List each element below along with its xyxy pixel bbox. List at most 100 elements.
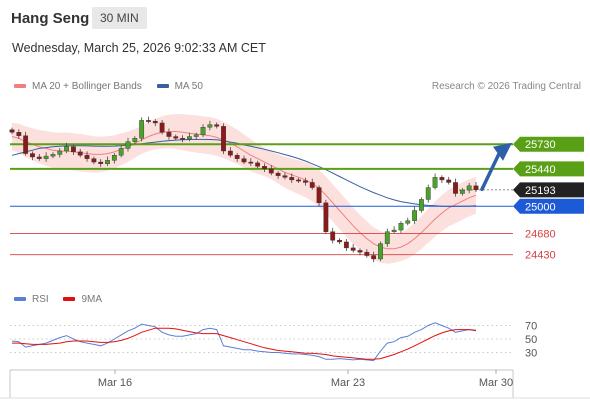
candle [132,136,138,144]
candle-body [432,177,438,188]
candle [446,176,452,185]
candle [350,244,356,253]
legend-label-ma20: MA 20 + Bollinger Bands [32,81,142,92]
timeframe-badge[interactable]: 30 MIN [92,7,147,29]
candle-body [241,158,247,163]
candle-body [412,210,417,221]
price-tag-24680: 24680 [525,228,556,240]
candle-body [166,132,172,137]
candle-body [378,243,383,260]
candle [323,199,329,234]
candle-body [323,202,329,232]
candle [146,116,151,124]
candle-body [9,129,15,133]
candle [221,123,226,155]
candle-body [214,124,220,127]
candle-body [446,179,452,183]
candle-body [132,138,138,142]
candle [23,131,29,156]
candle [91,156,97,165]
candle-body [193,134,199,137]
price-tag-bg [513,136,584,152]
legend-swatch-rsi [14,297,26,302]
candle-body [296,179,301,182]
candle-body [152,121,158,124]
candle-body [309,182,315,188]
candle-body [200,126,206,136]
candle [193,132,199,140]
price-tag-25193: 25193 [513,182,584,198]
candle [234,153,240,162]
candle [43,152,49,162]
legend-swatch-ma50 [156,84,169,89]
candle-body [384,231,390,244]
candle [282,172,288,180]
main-legend: MA 20 + Bollinger Bands MA 50 [14,81,203,92]
candle-body [227,150,233,156]
candle [330,227,336,244]
candle [453,178,458,197]
candle [200,124,206,137]
x-tick-label: Mar 23 [331,377,365,389]
candle [343,238,349,252]
candle [173,134,179,141]
candle-body [30,153,35,158]
credit-text: Research © 2026 Trading Central [431,81,581,92]
rsi-line [11,322,477,362]
candle [118,145,124,158]
rsi-legend: RSI 9MA [14,294,102,305]
price-tag-label: 24430 [525,250,556,262]
legend-swatch-9ma [63,297,76,302]
price-tag-label: 25193 [525,185,556,197]
candle [466,182,472,194]
legend-item-ma20: MA 20 + Bollinger Bands [14,81,142,92]
candle-body [405,220,411,224]
candle [111,153,117,164]
candle [152,119,158,127]
candle-body [207,124,213,128]
candle [255,160,261,169]
candle-body [303,180,308,183]
candle-body [316,187,322,204]
candle-body [364,251,370,256]
price-tag-25000: 25000 [513,198,584,214]
candle-body [139,120,145,139]
candle-body [330,231,336,241]
candle-body [84,155,90,159]
candle [303,177,308,186]
legend-label-rsi: RSI [32,294,49,305]
candle [439,175,445,184]
rsi-tick-label: 50 [525,334,537,346]
legend-label-9ma: 9MA [81,294,103,305]
candle [227,147,233,158]
price-tag-label: 24680 [525,228,556,240]
price-tag-label: 25000 [525,201,556,213]
candle-body [398,223,404,231]
bollinger-band [12,114,476,264]
price-tag-label: 25440 [525,164,556,176]
chart-header: Hang Seng 30 MIN [0,0,590,36]
candle [16,129,22,139]
candle-body [221,126,226,152]
candle-body [343,241,349,249]
candle-body [255,162,261,167]
candle [268,165,274,176]
candle-body [419,199,424,211]
price-tag-25730: 25730 [513,136,584,152]
candle [159,119,165,135]
candle [57,148,63,158]
candle [139,117,145,142]
instrument-title: Hang Seng [11,10,90,27]
price-tag-25440: 25440 [513,161,584,177]
candle-body [91,158,97,163]
candle-body [466,185,472,191]
candle-body [473,185,479,191]
candle [84,151,90,162]
candle-body [111,155,117,161]
price-tag-bg [513,161,584,177]
candle-body [234,155,240,159]
candle-body [357,250,363,253]
rsi-tick-label: 30 [525,348,537,360]
candle-body [64,146,69,152]
